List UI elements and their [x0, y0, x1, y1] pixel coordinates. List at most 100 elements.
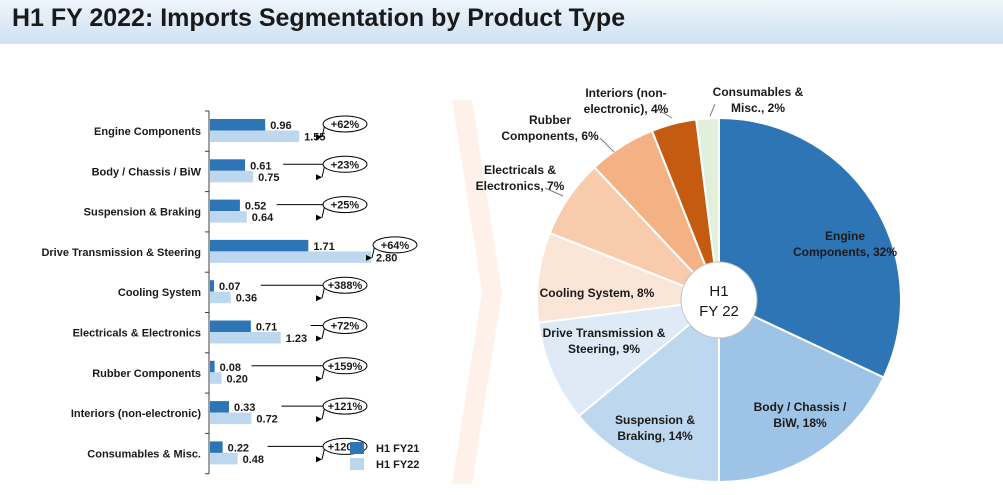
data-label: 0.52: [245, 201, 266, 213]
slice-label: Rubber Components, 6%: [501, 113, 599, 143]
slice-label: Drive Transmission & Steering, 9%: [543, 326, 666, 356]
bar: [210, 280, 215, 292]
category-label: Rubber Components: [92, 368, 201, 380]
growth-arrowhead: [316, 134, 322, 140]
data-label: 0.33: [234, 402, 255, 414]
growth-label: +388%: [328, 280, 363, 292]
data-label: 0.07: [219, 281, 240, 293]
data-label: 1.71: [313, 241, 334, 253]
growth-label: +25%: [331, 200, 360, 212]
bar: [210, 372, 222, 384]
legend-label: H1 FY21: [376, 443, 419, 455]
growth-badge: [322, 196, 368, 214]
data-label: 0.71: [256, 322, 277, 334]
growth-badge: [322, 155, 368, 173]
growth-badge: [322, 397, 368, 415]
growth-arrowhead: [316, 456, 322, 463]
bar: [210, 170, 254, 183]
title-banner: H1 FY 2022: Imports Segmentation by Prod…: [0, 0, 1003, 44]
bar: [210, 452, 238, 465]
category-label: Body / Chassis / BiW: [92, 166, 202, 178]
growth-arrowhead: [316, 174, 322, 181]
growth-label: +159%: [328, 361, 363, 373]
pie-slice: [536, 231, 720, 324]
category-label: Drive Transmission & Steering: [41, 247, 201, 259]
pie-slice: [718, 298, 886, 484]
category-label: Suspension & Braking: [84, 207, 201, 219]
slice-label: Cooling System, 8%: [540, 286, 655, 300]
growth-badge: [372, 236, 418, 254]
data-label: 2.80: [376, 252, 397, 264]
data-label: 0.22: [228, 442, 249, 454]
data-label: 0.20: [227, 373, 248, 385]
growth-arrowhead: [316, 295, 322, 302]
bar: [210, 211, 247, 223]
pie-center-circle: [680, 261, 758, 339]
leader-line: [709, 103, 716, 117]
slice-label: Electricals & Electronics, 7%: [476, 163, 565, 193]
growth-badge: [322, 115, 368, 133]
growth-label: +62%: [331, 119, 360, 131]
growth-arrowhead: [316, 416, 322, 423]
growth-label: +121%: [328, 401, 363, 413]
growth-label: +72%: [331, 321, 360, 333]
category-label: Engine Components: [94, 126, 201, 138]
leader-line: [654, 107, 673, 119]
bar: [210, 199, 240, 212]
bar: [210, 239, 309, 252]
growth-arrowhead: [316, 375, 322, 382]
slice-label: Engine Components, 32%: [793, 229, 897, 259]
data-label: 0.61: [250, 160, 271, 172]
bar: [210, 332, 281, 344]
growth-label: +23%: [331, 159, 360, 171]
data-label: 0.72: [256, 414, 277, 426]
bar: [210, 130, 300, 142]
growth-arrowhead: [316, 214, 322, 221]
slice-label: Interiors (non-electronic), 4%: [584, 86, 669, 116]
leader-line: [599, 137, 615, 153]
growth-badge: [322, 276, 368, 294]
growth-arrowhead: [366, 254, 372, 261]
growth-badge: [322, 317, 368, 334]
category-label: Electricals & Electronics: [73, 328, 201, 340]
legend-swatch: [350, 442, 364, 454]
pie-center-label-line2: FY 22: [699, 303, 739, 320]
divider-chevron: [452, 100, 502, 484]
data-label: 0.96: [270, 120, 291, 132]
pie-slice: [577, 297, 720, 484]
bar: [210, 251, 371, 263]
data-label: 0.08: [220, 362, 241, 374]
leader-line: [544, 187, 564, 197]
bar: [210, 320, 251, 332]
pie-center-label-line1: H1: [709, 283, 728, 300]
growth-arrowhead: [316, 335, 322, 342]
slice-label: Suspension & Braking, 14%: [615, 413, 695, 443]
page-title: H1 FY 2022: Imports Segmentation by Prod…: [12, 4, 626, 32]
data-label: 0.36: [236, 293, 257, 305]
bar: [210, 291, 231, 304]
legend-swatch: [350, 458, 364, 470]
category-label: Cooling System: [118, 287, 201, 299]
slice-label: Body / Chassis / BiW, 18%: [754, 400, 847, 430]
bar: [210, 412, 252, 425]
data-label: 1.23: [286, 333, 307, 345]
pie-slice: [695, 116, 720, 301]
bar: [210, 401, 229, 413]
growth-label: +64%: [381, 240, 410, 252]
category-label: Interiors (non-electronic): [71, 408, 202, 420]
pie-slice: [718, 116, 902, 379]
data-label: 0.48: [243, 454, 264, 466]
data-label: 0.75: [258, 172, 279, 184]
bar: [210, 119, 266, 131]
bar: [210, 441, 223, 453]
data-label: 1.55: [304, 132, 325, 144]
data-label: 0.64: [252, 212, 274, 224]
bar: [210, 360, 215, 373]
category-label: Consumables & Misc.: [87, 448, 201, 460]
slice-label: Consumables & Misc., 2%: [713, 85, 804, 115]
bar: [210, 159, 246, 171]
growth-badge: [322, 357, 368, 375]
pie-slice: [537, 298, 723, 418]
